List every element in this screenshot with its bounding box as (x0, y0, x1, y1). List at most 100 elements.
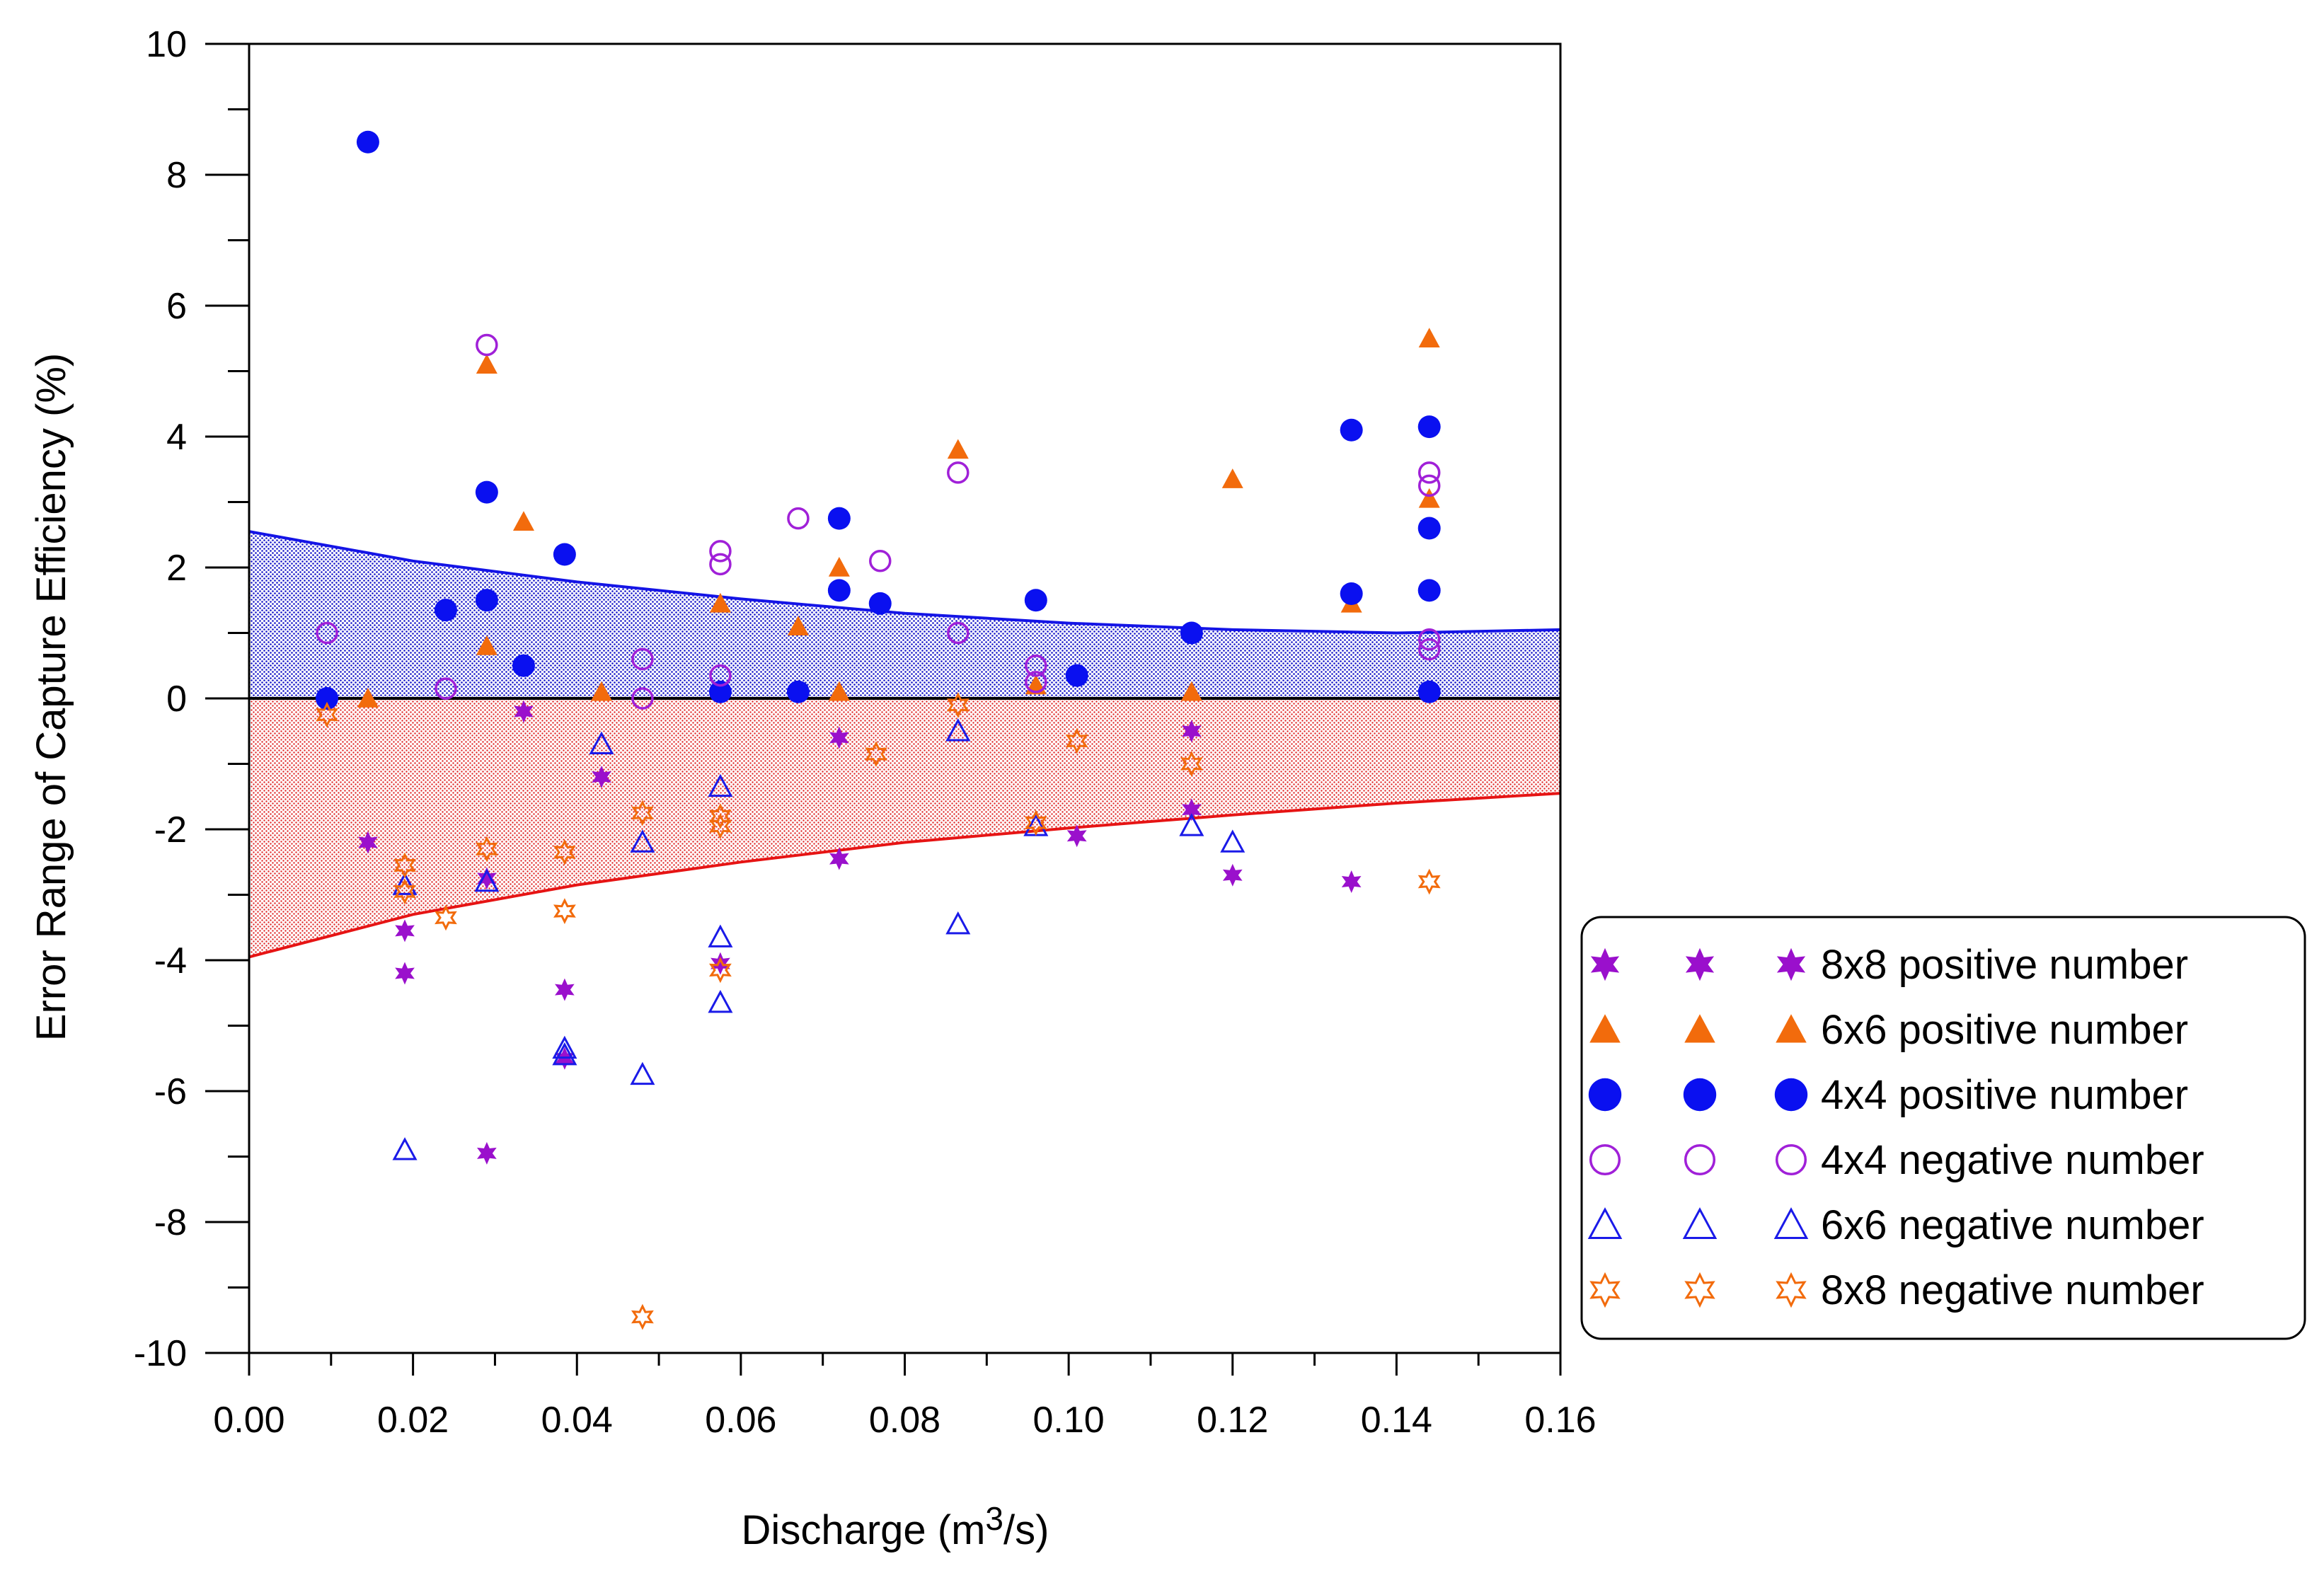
data-point (395, 919, 415, 943)
data-point (512, 511, 534, 531)
data-point (709, 540, 732, 563)
data-point (474, 868, 500, 892)
data-point (945, 718, 971, 742)
data-point (1024, 809, 1047, 836)
data-point (709, 592, 731, 613)
y-tick-label: -4 (154, 940, 187, 981)
data-point (947, 461, 970, 484)
y-tick-label: 4 (166, 417, 187, 458)
data-point (392, 1137, 418, 1160)
data-point (316, 687, 339, 710)
data-point (475, 480, 498, 504)
legend-label: 6x6 positive number (1821, 1007, 2188, 1053)
data-point (475, 836, 498, 863)
legend-marker (1684, 1143, 1716, 1176)
x-tick-label: 0.12 (1197, 1400, 1268, 1441)
data-point (1417, 868, 1441, 895)
data-point (589, 731, 614, 754)
data-point (829, 726, 849, 749)
data-point (434, 599, 457, 622)
data-points (316, 130, 1441, 1330)
data-point (592, 766, 611, 788)
data-point (786, 680, 810, 703)
data-point (435, 904, 457, 931)
data-point (1180, 681, 1202, 701)
data-point (553, 543, 576, 566)
data-point (631, 800, 654, 826)
data-point (395, 962, 415, 985)
data-point (1065, 727, 1088, 754)
data-point (358, 831, 378, 854)
data-point (1417, 579, 1441, 602)
data-point (553, 898, 576, 924)
legend-box (1580, 916, 2306, 1340)
data-point (947, 439, 969, 459)
data-point (1341, 870, 1362, 893)
data-point (709, 553, 732, 576)
legend-marker (1776, 947, 1806, 981)
data-point (630, 1061, 655, 1085)
data-point (827, 579, 851, 602)
data-point (787, 507, 810, 530)
data-point (828, 557, 850, 577)
data-point (1065, 664, 1088, 687)
x-tick-label: 0.08 (869, 1400, 940, 1441)
data-point (829, 847, 849, 870)
data-point (357, 688, 379, 708)
legend-marker (1590, 947, 1620, 981)
data-point (827, 507, 851, 530)
data-point (555, 978, 575, 1001)
data-point (946, 691, 970, 718)
x-tick-label: 0.16 (1524, 1400, 1596, 1441)
axes: 0.00 0.02 0.04 0.06 0.08 0.10 0.12 0.14 0.16 -10 -… (134, 24, 1597, 1441)
x-tick-label: 0.04 (541, 1400, 613, 1441)
data-point (1066, 824, 1087, 848)
data-point (787, 616, 809, 635)
legend-label: 8x8 positive number (1821, 942, 2188, 988)
data-point (1340, 418, 1363, 442)
lower-error-band (249, 698, 1560, 957)
data-point (1221, 468, 1243, 488)
data-point (630, 829, 655, 853)
data-point (708, 803, 732, 829)
y-axis-title: Error Range of Capture Efficiency (%) (28, 353, 74, 1041)
data-point (590, 681, 612, 701)
legend-marker (1684, 1014, 1715, 1043)
data-point (631, 687, 654, 710)
data-point (631, 1303, 654, 1330)
data-point (709, 664, 732, 687)
x-tick-label: 0.10 (1033, 1400, 1105, 1441)
y-tick-label: -8 (154, 1202, 187, 1243)
legend-label: 4x4 positive number (1821, 1072, 2188, 1118)
data-point (1179, 813, 1204, 836)
data-point (477, 1141, 497, 1165)
legend-marker (1588, 1078, 1622, 1112)
legend-marker (1775, 1143, 1807, 1176)
data-point (945, 911, 971, 935)
error-bands (248, 530, 1561, 959)
legend-marker (1685, 947, 1715, 981)
legend-label: 6x6 negative number (1821, 1202, 2204, 1248)
data-point (631, 647, 654, 671)
y-tick-label: 10 (146, 24, 187, 65)
data-point (865, 741, 887, 767)
data-point (1417, 628, 1441, 651)
data-point (514, 700, 534, 723)
data-point (1417, 638, 1441, 661)
data-point (1418, 328, 1440, 347)
y-tick-label: -10 (134, 1333, 187, 1374)
y-tick-label: 8 (166, 155, 187, 196)
data-point (316, 621, 338, 645)
y-tick-label: -2 (154, 809, 187, 851)
legend-marker (1682, 1207, 1718, 1239)
data-point (476, 354, 497, 374)
legend-marker (1773, 1207, 1809, 1239)
data-point (316, 701, 338, 728)
data-point (552, 1035, 577, 1059)
legend-marker (1774, 1078, 1808, 1112)
data-point (708, 773, 733, 797)
data-point (477, 867, 497, 890)
data-point (512, 654, 535, 677)
legend-marker (1589, 1014, 1621, 1043)
x-tick-label: 0.02 (377, 1400, 449, 1441)
